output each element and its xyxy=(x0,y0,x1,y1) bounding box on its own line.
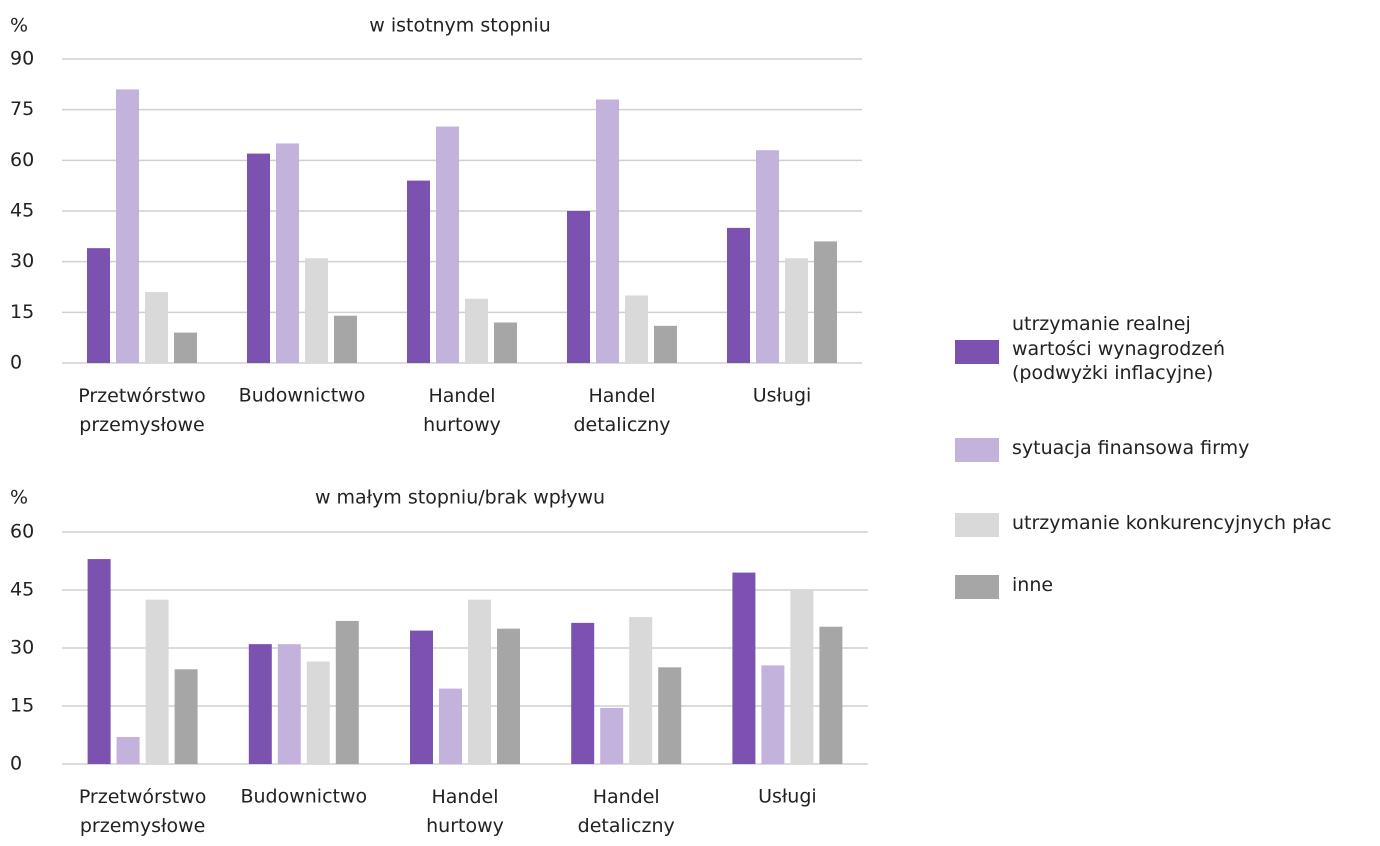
y-tick-label: 75 xyxy=(10,98,34,120)
bar xyxy=(334,315,357,363)
bar xyxy=(174,669,198,764)
x-tick-label: Budownictwo xyxy=(240,786,367,808)
legend-swatch xyxy=(955,513,999,537)
legend-entry: utrzymanie konkurencyjnych płac xyxy=(1012,512,1332,534)
bar xyxy=(785,258,808,363)
legend-label: inne xyxy=(1012,574,1054,596)
bar xyxy=(306,661,330,764)
y-tick-label: 30 xyxy=(10,637,34,659)
bar xyxy=(116,736,140,764)
bar xyxy=(248,644,272,764)
x-tick-label: Usługi xyxy=(758,786,817,808)
bar xyxy=(436,126,459,363)
y-tick-label: 15 xyxy=(10,301,34,323)
y-tick-label: 15 xyxy=(10,695,34,717)
legend-label: utrzymanie konkurencyjnych płac xyxy=(1012,512,1332,534)
bar xyxy=(494,322,517,363)
y-tick-label: 0 xyxy=(10,352,22,374)
x-tick-label: Przetwórstwo przemysłowe xyxy=(78,385,206,436)
legend-label: sytuacja finansowa firmy xyxy=(1012,437,1250,459)
y-tick-label: 0 xyxy=(10,753,22,775)
y-axis-label: % xyxy=(10,487,28,509)
bar xyxy=(335,620,359,764)
bar xyxy=(654,325,677,363)
y-tick-label: 90 xyxy=(10,48,34,70)
x-tick-label: Usługi xyxy=(753,385,812,407)
bar xyxy=(277,644,301,764)
bar xyxy=(145,292,168,363)
bar xyxy=(410,630,433,764)
bar xyxy=(305,258,328,363)
bar xyxy=(600,707,624,764)
legend-entry: inne xyxy=(1012,574,1054,596)
legend-swatch xyxy=(955,438,999,462)
x-tick-label: Handel hurtowy xyxy=(426,786,504,837)
y-tick-label: 60 xyxy=(10,521,34,543)
bar xyxy=(819,626,843,764)
x-tick-label: Handel detaliczny xyxy=(573,385,670,436)
bar xyxy=(439,688,462,764)
x-tick-label: Handel detaliczny xyxy=(578,786,675,837)
legend-entry: sytuacja finansowa firmy xyxy=(1012,437,1250,459)
legend-label: utrzymanie realnej wartości wynagrodzeń … xyxy=(1012,313,1226,385)
bar xyxy=(629,617,653,764)
bar xyxy=(497,628,520,764)
chart-title: w istotnym stopniu xyxy=(369,15,551,37)
y-axis-label: % xyxy=(10,15,28,37)
bar xyxy=(727,227,750,363)
bar xyxy=(174,332,197,363)
x-tick-label: Budownictwo xyxy=(239,385,366,407)
bar xyxy=(571,622,595,764)
bar xyxy=(247,153,270,363)
bar xyxy=(790,590,814,764)
bar xyxy=(814,241,837,363)
y-tick-label: 60 xyxy=(10,149,34,171)
bar xyxy=(468,599,491,764)
bar xyxy=(276,143,299,363)
legend-swatch xyxy=(955,340,999,364)
bar xyxy=(658,667,682,764)
chart-title: w małym stopniu/brak wpływu xyxy=(315,487,605,509)
bar xyxy=(625,295,648,363)
x-tick-label: Handel hurtowy xyxy=(423,385,501,436)
bar xyxy=(465,298,488,363)
bar xyxy=(407,180,430,363)
legend-entry: utrzymanie realnej wartości wynagrodzeń … xyxy=(1012,313,1226,385)
legend-swatch xyxy=(955,575,999,599)
bar xyxy=(145,599,169,764)
y-tick-label: 45 xyxy=(10,200,34,222)
bar xyxy=(87,248,110,363)
bar xyxy=(732,572,756,764)
bar xyxy=(761,665,785,764)
x-tick-label: Przetwórstwo przemysłowe xyxy=(79,786,207,837)
bar xyxy=(87,559,111,764)
bar xyxy=(567,211,590,363)
bar xyxy=(116,89,139,364)
bar xyxy=(596,99,619,364)
y-tick-label: 45 xyxy=(10,579,34,601)
bar xyxy=(756,150,779,363)
y-tick-label: 30 xyxy=(10,250,34,272)
